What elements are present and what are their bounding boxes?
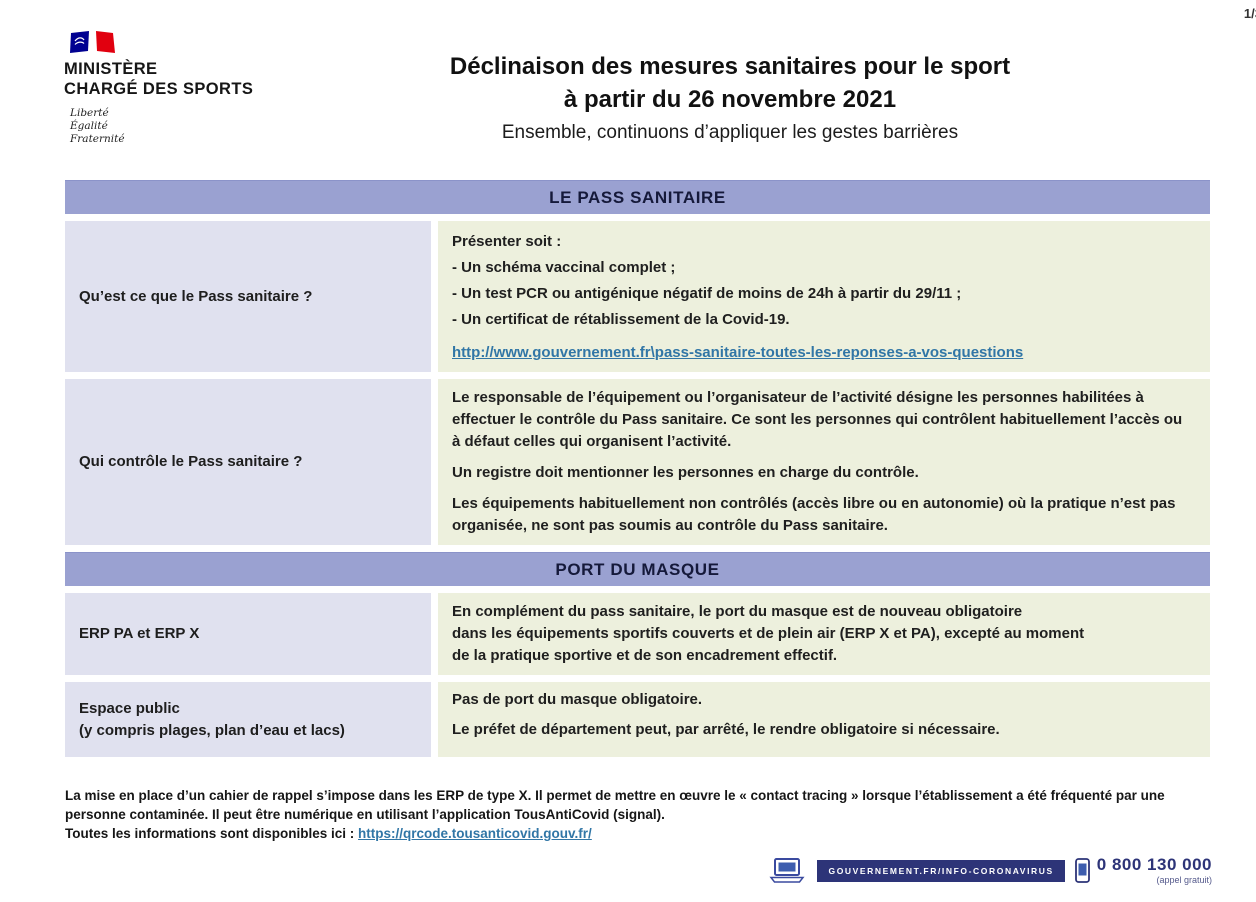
row-label-espace-public: Espace public (y compris plages, plan d’… <box>65 682 431 757</box>
pass-item-test: - Un test PCR ou antigénique négatif de … <box>452 285 962 302</box>
row-content-what-is-pass: Présenter soit : - Un schéma vaccinal co… <box>438 221 1210 372</box>
hotline-note: (appel gratuit) <box>1156 875 1212 885</box>
ministry-logo: MINISTÈRE CHARGÉ DES SPORTS Liberté Égal… <box>64 30 324 146</box>
page-subtitle: Ensemble, continuons d’appliquer les ges… <box>501 122 959 143</box>
hotline-number: 0 800 130 000 <box>1096 855 1212 874</box>
row-content-erp: En complément du pass sanitaire, le port… <box>438 593 1210 675</box>
who-paragraph-registre: Un registre doit mentionner les personne… <box>452 464 919 481</box>
motto-liberte: Liberté <box>70 107 109 119</box>
row-label-text: ERP PA et ERP X <box>79 625 200 642</box>
ministry-name-line2: CHARGÉ DES SPORTS <box>64 80 254 98</box>
row-content-espace-public: Pas de port du masque obligatoire. Le pr… <box>438 682 1210 757</box>
page-title-line2: à partir du 26 novembre 2021 <box>563 86 897 113</box>
row-label-who-controls: Qui contrôle le Pass sanitaire ? <box>65 379 431 545</box>
who-paragraph-equipements: Les équipements habituellement non contr… <box>452 495 1176 534</box>
row-label-text: Qu’est ce que le Pass sanitaire ? <box>79 287 313 305</box>
gouvernement-info-banner: GOUVERNEMENT.FR/INFO-CORONAVIRUS <box>817 859 1065 882</box>
measures-table: LE PASS SANITAIRE Qu’est ce que le Pass … <box>65 180 1210 764</box>
table-row-erp: ERP PA et ERP X En complément du pass sa… <box>65 593 1210 675</box>
who-paragraph-responsable: Le responsable de l’équipement ou l’orga… <box>452 389 1183 450</box>
phone-icon <box>1074 858 1090 883</box>
public-paragraph-prefet: Le préfet de département peut, par arrêt… <box>452 721 1000 738</box>
row-label-what-is-pass: Qu’est ce que le Pass sanitaire ? <box>65 221 431 372</box>
pass-intro: Présenter soit : <box>452 233 562 250</box>
motto-fraternite: Fraternité <box>70 133 125 145</box>
footnote-text: La mise en place d’un cahier de rappel s… <box>65 788 1165 822</box>
table-row-who-controls: Qui contrôle le Pass sanitaire ? Le resp… <box>65 379 1210 545</box>
gouvernement-pass-link[interactable]: http://www.gouvernement.fr\pass-sanitair… <box>452 344 1024 361</box>
footnote-more-prefix: Toutes les informations sont disponibles… <box>65 826 359 841</box>
row-content-who-controls: Le responsable de l’équipement ou l’orga… <box>438 379 1210 545</box>
section-header-port-du-masque: PORT DU MASQUE <box>65 552 1210 586</box>
government-footer: GOUVERNEMENT.FR/INFO-CORONAVIRUS 0 800 1… <box>769 856 1212 885</box>
pass-item-vaccinal: - Un schéma vaccinal complet ; <box>452 259 676 276</box>
page-number: 1/3 <box>1243 6 1256 21</box>
motto-egalite: Égalité <box>70 120 108 132</box>
page-title-line1: Déclinaison des mesures sanitaires pour … <box>449 53 1011 80</box>
section-header-pass-sanitaire: LE PASS SANITAIRE <box>65 180 1210 214</box>
row-label-text: Qui contrôle le Pass sanitaire ? <box>79 453 303 470</box>
espace-public-label-line1: Espace public <box>79 699 180 717</box>
erp-line2: dans les équipements sportifs couverts e… <box>452 625 1085 642</box>
hotline-block: 0 800 130 000 (appel gratuit) <box>1097 856 1212 885</box>
table-row-espace-public: Espace public (y compris plages, plan d’… <box>65 682 1210 757</box>
tousanticovid-link[interactable]: https://qrcode.tousanticovid.gouv.fr/ <box>358 826 592 841</box>
document-header: Déclinaison des mesures sanitaires pour … <box>390 50 1070 144</box>
public-paragraph-no-mask: Pas de port du masque obligatoire. <box>452 691 703 708</box>
ministry-name-line1: MINISTÈRE <box>64 60 158 78</box>
erp-line3: de la pratique sportive et de son encadr… <box>452 647 838 664</box>
row-label-erp: ERP PA et ERP X <box>65 593 431 675</box>
footnote-more: Toutes les informations sont disponibles… <box>65 824 1215 843</box>
table-row-what-is-pass: Qu’est ce que le Pass sanitaire ? Présen… <box>65 221 1210 372</box>
espace-public-label-line2: (y compris plages, plan d’eau et lacs) <box>79 721 345 739</box>
erp-line1: En complément du pass sanitaire, le port… <box>452 603 1023 620</box>
laptop-icon <box>769 858 806 883</box>
republic-motto: Liberté Égalité Fraternité <box>70 107 324 146</box>
pass-item-certificat: - Un certificat de rétablissement de la … <box>452 311 790 328</box>
french-flag-icon <box>70 31 115 53</box>
footnote: La mise en place d’un cahier de rappel s… <box>65 786 1215 843</box>
